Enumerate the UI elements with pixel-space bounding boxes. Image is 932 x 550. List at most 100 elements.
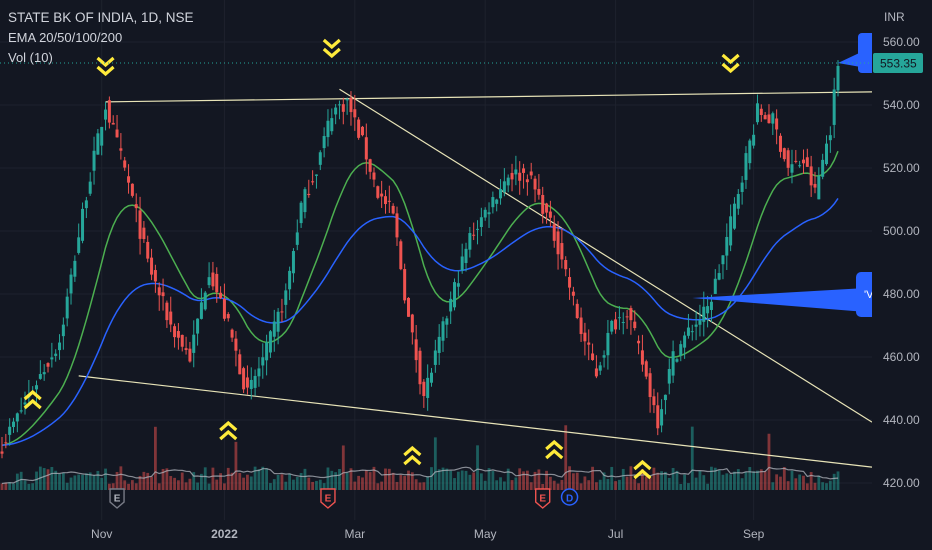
candle-body <box>341 104 345 112</box>
volume-bar <box>763 471 767 490</box>
candle-body <box>667 369 671 384</box>
pivot-low-marker <box>403 445 422 466</box>
candle-body <box>426 377 430 398</box>
price-axis[interactable]: INR 560.00 540.00 520.00 500.00 480.00 460.00 4… <box>0 0 932 520</box>
candle-body <box>767 114 771 124</box>
candle-body <box>740 182 744 192</box>
ema-indicator-label[interactable]: EMA 20/50/100/200 <box>8 30 123 45</box>
candle-body <box>583 332 587 342</box>
volume-bar <box>280 474 284 490</box>
volume-bar <box>629 466 633 490</box>
price-tick: 480.00 <box>883 287 920 301</box>
volume-bar <box>211 467 215 490</box>
candle-body <box>81 208 85 241</box>
volume-bar <box>495 480 499 490</box>
volume-bar <box>311 481 315 490</box>
volume-bar <box>468 474 472 490</box>
time-tick: 2022 <box>211 527 238 541</box>
candle-body <box>560 243 564 260</box>
candle-body <box>399 241 403 270</box>
candle-body <box>683 335 687 348</box>
candle-body <box>153 270 157 282</box>
volume-bar <box>127 483 130 490</box>
volume-bar <box>591 466 594 490</box>
candle-body <box>717 273 721 280</box>
volume-bar <box>633 479 637 490</box>
candle-body <box>8 426 12 435</box>
candle-body <box>372 172 376 180</box>
candle-body <box>805 157 809 167</box>
candle-body <box>234 338 238 351</box>
candle-body <box>299 202 303 224</box>
candle-body <box>142 227 146 240</box>
candle-body <box>556 231 560 255</box>
volume-indicator-label[interactable]: Vol (10) <box>8 50 53 65</box>
candle-body <box>100 126 104 146</box>
candle-body <box>786 150 790 168</box>
volume-bar <box>533 471 537 490</box>
volume-bar <box>372 466 376 490</box>
candle-body <box>606 332 610 356</box>
candle-body <box>598 365 602 371</box>
candle-body <box>107 100 111 123</box>
candle-body <box>679 344 683 356</box>
candle-body <box>495 199 499 204</box>
candle-body <box>614 319 618 330</box>
candle-body <box>176 331 180 338</box>
candle-body <box>725 236 729 256</box>
candle-body <box>406 297 410 317</box>
volume-bar <box>456 471 460 490</box>
earnings-label: E <box>325 494 332 505</box>
volume-bar <box>537 469 541 490</box>
candle-body <box>736 194 740 209</box>
volume-bar <box>664 471 667 490</box>
dividend-label: D <box>566 494 573 505</box>
price-tick: 460.00 <box>883 350 920 364</box>
candle-body <box>633 321 637 329</box>
candle-body <box>4 442 8 444</box>
chevron <box>219 420 238 432</box>
volume-bar <box>261 466 265 490</box>
candle-body <box>744 153 748 180</box>
volume-bar <box>430 467 433 490</box>
volume-bar <box>84 473 88 490</box>
volume-bar <box>322 483 326 490</box>
level-callout-arrow <box>692 288 866 312</box>
volume-bar <box>771 482 775 490</box>
volume-bar <box>150 476 153 490</box>
candle-body <box>199 302 203 319</box>
candle-body <box>433 350 437 365</box>
volume-bar <box>710 466 713 490</box>
chevron <box>545 439 564 451</box>
currency-label: INR <box>884 10 905 24</box>
candle-body <box>514 169 518 175</box>
volume-bar <box>798 474 802 490</box>
volume-bar <box>548 476 552 490</box>
volume-ma-line <box>1 466 839 485</box>
candle-body <box>345 99 349 101</box>
candle-body <box>134 204 138 209</box>
candle-body <box>261 357 265 366</box>
candle-body <box>222 298 226 319</box>
candle-body <box>0 451 4 454</box>
volume-bar <box>583 476 587 490</box>
candle-body <box>422 381 426 397</box>
time-axis[interactable]: Nov 2022 Mar May Jul Sep <box>91 527 765 541</box>
candle-body <box>656 405 660 429</box>
volume-bar <box>445 468 449 490</box>
level-callout-label: 'V <box>864 289 874 301</box>
candle-body <box>437 336 441 353</box>
candle-body <box>610 320 614 332</box>
pivot-high-marker <box>322 38 341 59</box>
volume-bar <box>341 445 345 490</box>
volume-bar <box>487 468 491 490</box>
symbol-title[interactable]: STATE BK OF INDIA, 1D, NSE <box>8 10 194 25</box>
volume-bar <box>272 479 276 490</box>
candle-body <box>430 372 434 383</box>
time-tick: Sep <box>743 527 765 541</box>
candle-body <box>192 334 196 353</box>
volume-bar <box>353 481 357 490</box>
candle-body <box>280 311 284 313</box>
candle-body <box>150 257 154 275</box>
